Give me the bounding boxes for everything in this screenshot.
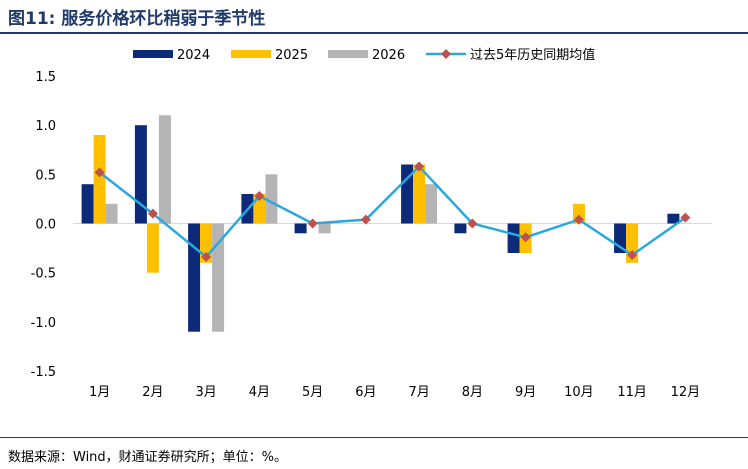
bar-2026-2月 [158, 115, 171, 224]
x-tick-label: 5月 [302, 385, 323, 400]
y-tick-label: 0.0 [35, 218, 56, 233]
avg-marker-4月 [254, 190, 265, 201]
bar-2025-1月 [93, 135, 106, 224]
legend-swatch-marker [441, 49, 451, 59]
x-tick-label: 4月 [249, 385, 270, 400]
x-tick-label: 2月 [142, 385, 163, 400]
bar-2026-1月 [105, 203, 118, 224]
x-tick-label: 3月 [195, 385, 216, 400]
avg-marker-2月 [147, 208, 158, 219]
x-tick-label: 12月 [671, 385, 701, 400]
avg-marker-10月 [573, 214, 584, 225]
avg-marker-11月 [627, 249, 638, 260]
legend-swatch-2024 [133, 50, 173, 58]
chart-title: 图11: 服务价格环比稍弱于季节性 [8, 9, 266, 29]
x-tick-label: 7月 [408, 385, 429, 400]
bar-2024-5月 [294, 223, 307, 234]
x-tick-label: 6月 [355, 385, 376, 400]
y-tick-label: 1.5 [35, 70, 56, 85]
bar-2026-4月 [265, 174, 278, 224]
y-tick-label: -0.5 [31, 267, 56, 282]
x-tick-label: 10月 [564, 385, 594, 400]
y-tick-label: -1.5 [31, 365, 56, 380]
y-tick-label: -1.0 [31, 316, 56, 331]
bar-2024-12月 [667, 213, 680, 224]
legend-label-avg: 过去5年历史同期均值 [470, 47, 595, 63]
legend-swatch-2026 [328, 50, 368, 58]
x-axis: 1月 2月 3月 4月 5月 6月 7月 8月 9月 10月 11月 12月 [89, 385, 700, 400]
bar-2024-3月 [188, 223, 201, 332]
bar-2026-3月 [212, 223, 225, 332]
avg-marker-6月 [360, 214, 371, 225]
bar-2024-1月 [81, 184, 94, 224]
bar-2024-8月 [454, 223, 467, 234]
legend-label-2024: 2024 [177, 48, 210, 63]
avg-marker-12月 [680, 212, 691, 223]
x-tick-label: 11月 [617, 385, 647, 400]
bar-2025-4月 [253, 194, 266, 224]
avg-marker-3月 [201, 251, 212, 262]
y-tick-label: 0.5 [35, 168, 56, 183]
bar-2025-2月 [146, 223, 159, 273]
bar-2026-7月 [425, 184, 438, 224]
bar-2024-7月 [401, 164, 414, 224]
bar-2026-5月 [318, 223, 331, 234]
avg-marker-7月 [414, 161, 425, 172]
avg-marker-8月 [467, 218, 478, 229]
avg-marker-9月 [520, 232, 531, 243]
source-note: 数据来源：Wind，财通证券研究所；单位：%。 [8, 450, 288, 465]
y-axis: 1.5 1.0 0.5 0.0 -0.5 -1.0 -1.5 [31, 70, 56, 380]
x-tick-label: 1月 [89, 385, 110, 400]
legend-swatch-2025 [231, 50, 271, 58]
bar-2024-2月 [134, 125, 147, 224]
avg-line [98, 164, 687, 259]
title-divider [0, 32, 748, 34]
y-tick-label: 1.0 [35, 119, 56, 134]
chart: 2024 2025 2026 过去5年历史同期均值 1.5 1.0 0.5 0.0 -0.5 -… [31, 47, 712, 400]
plot-area [73, 115, 712, 332]
x-tick-label: 9月 [515, 385, 536, 400]
bar-2025-7月 [413, 164, 426, 224]
x-tick-label: 8月 [462, 385, 483, 400]
footer-divider [0, 437, 748, 438]
avg-marker-1月 [94, 167, 105, 178]
legend-label-2026: 2026 [372, 48, 405, 63]
avg-marker-5月 [307, 218, 318, 229]
legend-label-2025: 2025 [275, 48, 308, 63]
bar-2024-9月 [507, 223, 520, 253]
chart-legend: 2024 2025 2026 过去5年历史同期均值 [133, 47, 595, 63]
